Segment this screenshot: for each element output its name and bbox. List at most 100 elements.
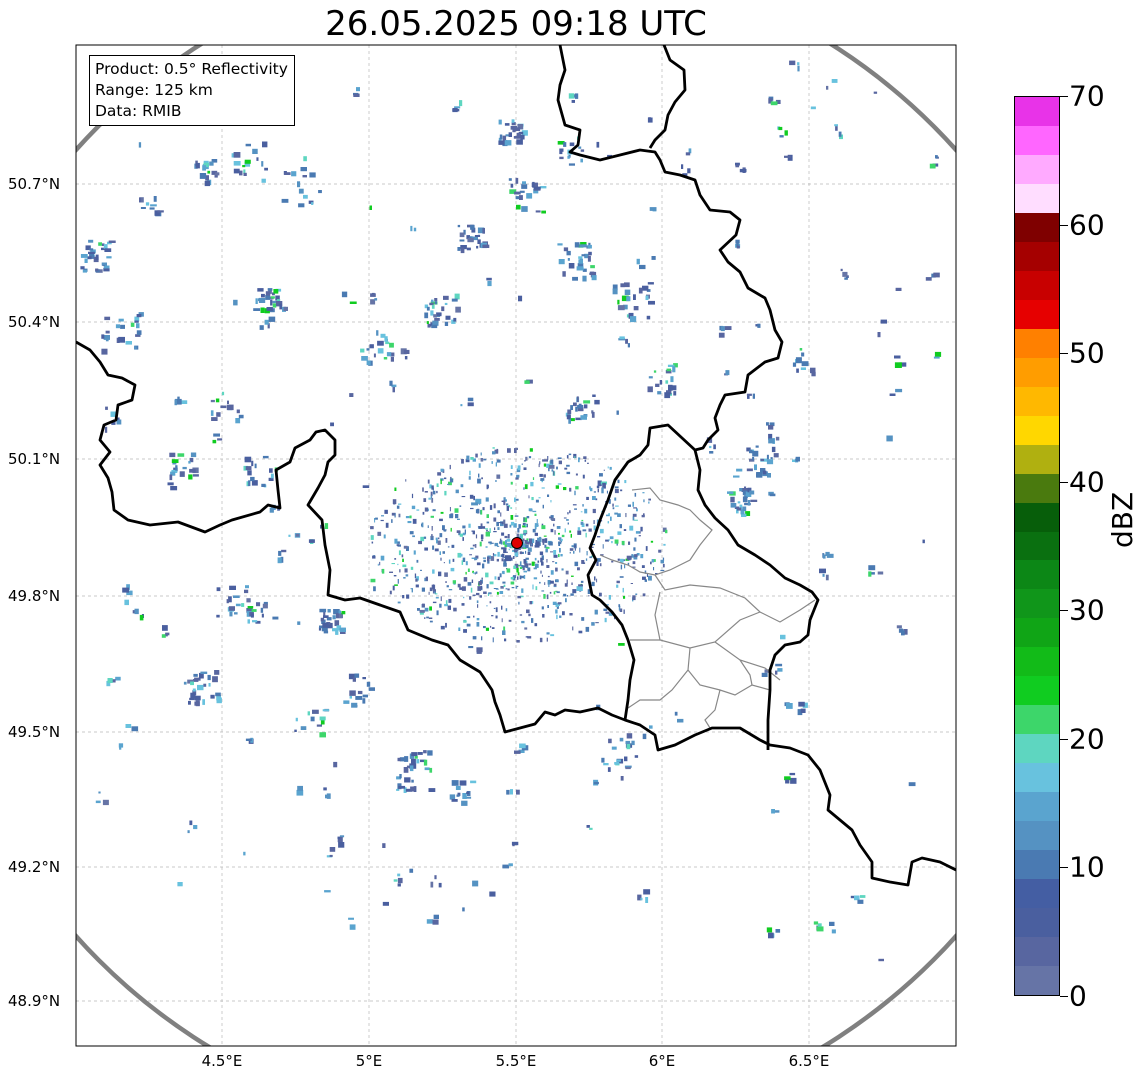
- echo-cell: [539, 473, 543, 477]
- echo-cell: [620, 489, 623, 492]
- echo-cell: [632, 501, 634, 507]
- echo-cell: [411, 493, 414, 499]
- echo-cell: [479, 595, 482, 598]
- echo-cell: [558, 553, 560, 558]
- echo-cell: [574, 242, 580, 248]
- echo-cell: [439, 533, 443, 538]
- echo-cell: [472, 880, 479, 887]
- echo-cell: [431, 497, 434, 503]
- echo-cell: [575, 417, 582, 421]
- echo-cell: [377, 340, 384, 346]
- echo-cell: [211, 159, 218, 163]
- echo-cell: [476, 245, 479, 249]
- echo-cell: [496, 474, 501, 479]
- echo-cell: [574, 547, 576, 551]
- echo-cell: [398, 513, 401, 518]
- echo-cell: [233, 161, 241, 166]
- echo-cell: [470, 224, 475, 230]
- echo-cell: [639, 264, 646, 270]
- colorbar-tick: [1060, 224, 1068, 226]
- echo-cell: [174, 399, 177, 406]
- echo-cell: [436, 483, 439, 487]
- echo-cell: [575, 406, 578, 412]
- echo-cell: [508, 863, 513, 867]
- echo-cell: [562, 271, 566, 277]
- echo-cell: [596, 558, 601, 562]
- echo-cell: [95, 268, 99, 272]
- echo-cell: [817, 923, 822, 927]
- echo-cell: [571, 100, 575, 103]
- colorbar-tick-label: 70: [1069, 79, 1105, 113]
- echo-cell: [687, 168, 691, 174]
- echo-cell: [209, 161, 214, 166]
- echo-cell: [553, 470, 555, 476]
- echo-cell: [634, 519, 638, 521]
- echo-cell: [528, 508, 533, 512]
- echo-cell: [434, 548, 439, 552]
- map-frame: [75, 44, 957, 1047]
- echo-cell: [525, 636, 528, 638]
- echo-cell: [603, 608, 608, 611]
- echo-cell: [428, 617, 433, 619]
- echo-cell: [531, 182, 538, 187]
- echo-cell: [471, 227, 476, 233]
- echo-cell: [135, 334, 141, 337]
- echo-cell: [443, 529, 447, 532]
- echo-cell: [576, 586, 583, 591]
- echo-cell: [574, 508, 577, 510]
- echo-cell: [267, 323, 270, 329]
- echo-cell: [319, 732, 326, 738]
- echo-cell: [672, 385, 677, 391]
- echo-cell: [111, 421, 116, 425]
- echo-cell: [452, 580, 456, 584]
- echo-cell: [796, 368, 799, 373]
- colorbar-segment: [1015, 270, 1059, 300]
- echo-cell: [380, 519, 384, 522]
- echo-cell: [503, 549, 507, 553]
- echo-cell: [323, 787, 327, 791]
- echo-cell: [383, 534, 386, 539]
- echo-cell: [577, 530, 582, 535]
- echo-cell: [309, 172, 316, 178]
- echo-cell: [444, 321, 449, 326]
- echo-cell: [115, 676, 121, 681]
- echo-cell: [508, 178, 512, 181]
- echo-cell: [575, 473, 578, 476]
- echo-cell: [516, 640, 520, 643]
- echo-cell: [616, 543, 618, 546]
- echo-cell: [535, 499, 539, 503]
- echo-cell: [826, 85, 829, 90]
- echo-cell: [440, 468, 444, 472]
- echo-cell: [272, 300, 279, 304]
- echo-cell: [539, 581, 541, 584]
- echo-cell: [475, 453, 478, 458]
- echo-cell: [385, 522, 389, 528]
- echo-cell: [283, 306, 288, 311]
- echo-cell: [592, 543, 595, 546]
- echo-cell: [521, 620, 525, 624]
- echo-cell: [519, 535, 522, 540]
- echo-cell: [361, 356, 368, 361]
- echo-cell: [553, 591, 556, 595]
- echo-cell: [594, 399, 600, 405]
- echo-cell: [531, 497, 534, 501]
- echo-cell: [193, 825, 198, 830]
- echo-cell: [596, 578, 598, 583]
- echo-cell: [543, 474, 546, 478]
- echo-cell: [444, 604, 448, 607]
- echo-cell: [570, 418, 575, 422]
- echo-cell: [480, 458, 484, 462]
- echo-cell: [377, 531, 382, 536]
- echo-cell: [593, 781, 599, 785]
- echo-cell: [571, 545, 575, 548]
- echo-cell: [193, 673, 198, 677]
- echo-cell: [605, 611, 610, 614]
- echo-cell: [627, 504, 631, 507]
- echo-cell: [546, 565, 550, 568]
- echo-cell: [746, 393, 752, 396]
- echo-cell: [448, 559, 451, 564]
- echo-cell: [642, 593, 646, 597]
- echo-cell: [303, 156, 307, 162]
- echo-cell: [507, 542, 511, 547]
- echo-cell: [542, 538, 545, 543]
